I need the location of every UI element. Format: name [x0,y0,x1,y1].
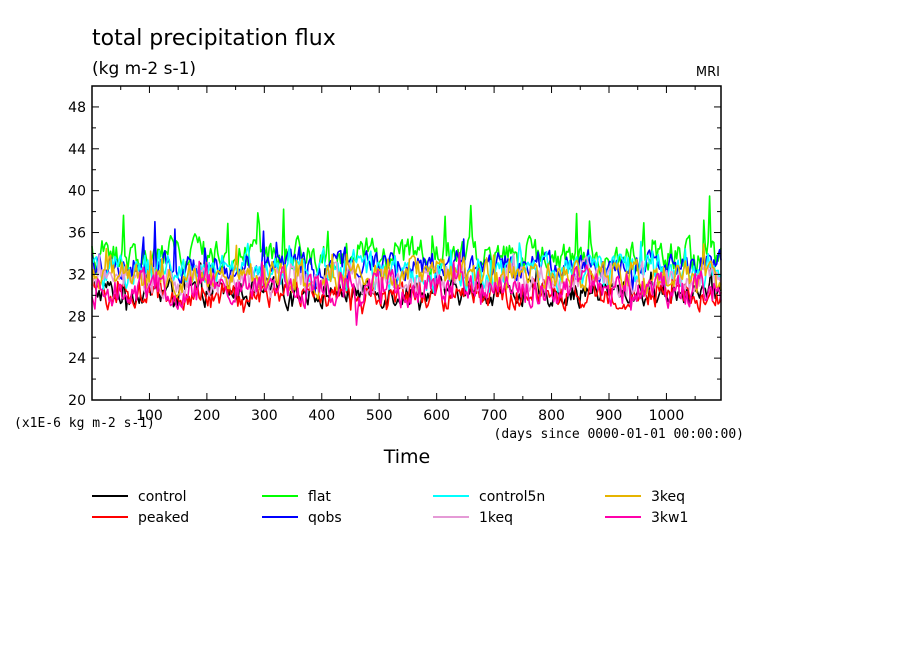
y-tick-label: 20 [68,393,86,409]
series-layer [91,195,722,326]
legend-label: control [138,489,187,505]
x-axis: 100 200 300 400 500 600 700 800 900 1000 [120,86,696,424]
y-tick-label: 48 [68,100,86,116]
x-tick-label: 800 [538,408,565,424]
x-tick-label: 100 [136,408,163,424]
series-line-3kw1 [91,251,722,326]
series-line-peaked [91,268,722,315]
y-tick-label: 28 [68,309,86,325]
legend-label: 3keq [651,489,685,505]
y-tick-label: 32 [68,267,86,283]
legend-label: control5n [479,489,545,505]
y-axis: 20 24 28 32 36 40 44 48 [68,85,721,409]
series-line-3keq [91,243,722,300]
plot-frame [91,85,722,401]
x-tick-label: 500 [366,408,393,424]
x-tick-label: 1000 [649,408,685,424]
x-units-note: (days since 0000-01-01 00:00:00) [494,427,744,442]
legend-label: qobs [308,510,342,526]
scale-note: (x1E-6 kg m-2 s-1) [14,416,155,431]
chart-title: total precipitation flux [92,26,336,51]
x-axis-label: Time [383,446,431,468]
x-tick-label: 300 [251,408,278,424]
legend-label: 3kw1 [651,510,688,526]
legend-label: flat [308,489,331,505]
y-tick-label: 24 [68,351,86,367]
x-tick-label: 700 [481,408,508,424]
x-tick-label: 600 [423,408,450,424]
source-label: MRI [696,65,720,80]
y-tick-label: 36 [68,226,86,242]
chart-units: (kg m-2 s-1) [92,59,196,79]
y-tick-label: 44 [68,142,86,158]
series-line-flat [91,195,722,280]
x-tick-label: 400 [308,408,335,424]
legend-label: 1keq [479,510,513,526]
y-tick-label: 40 [68,184,86,200]
legend-label: peaked [138,510,189,526]
x-tick-label: 900 [596,408,623,424]
legend: control peaked flat qobs control5n 1keq 3keq 3k… [92,489,688,526]
x-tick-label: 200 [194,408,221,424]
